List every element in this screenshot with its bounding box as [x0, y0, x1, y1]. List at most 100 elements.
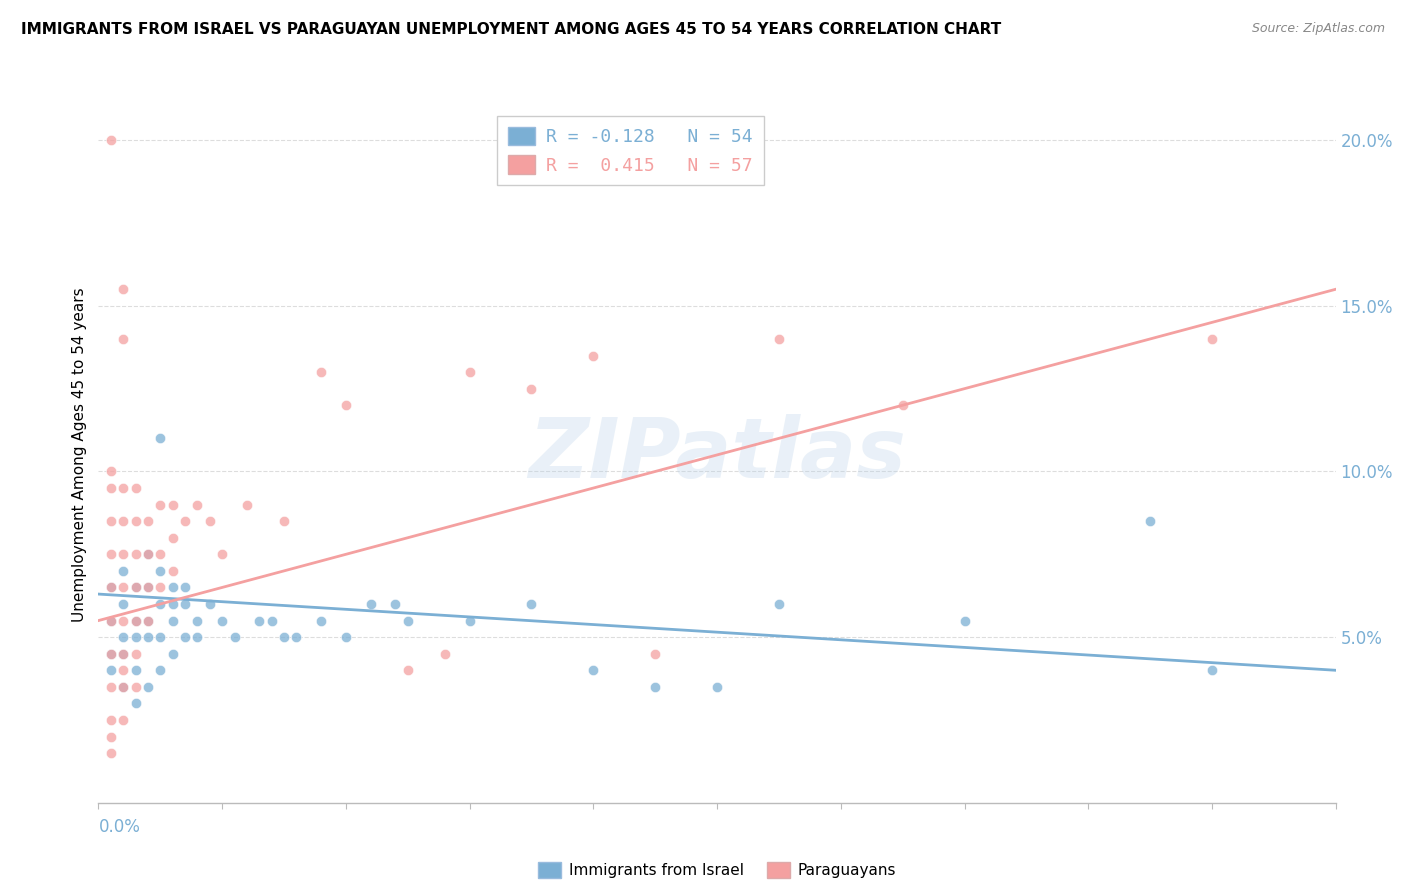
Point: [112, 680, 135, 694]
Point: [520, 597, 543, 611]
Point: [360, 597, 382, 611]
Point: [100, 581, 122, 595]
Point: [100, 581, 122, 595]
Point: [149, 581, 172, 595]
Point: [211, 614, 233, 628]
Point: [124, 614, 146, 628]
Point: [149, 663, 172, 677]
Point: [162, 614, 184, 628]
Point: [149, 597, 172, 611]
Point: [136, 547, 159, 561]
Legend: R = -0.128   N = 54, R =  0.415   N = 57: R = -0.128 N = 54, R = 0.415 N = 57: [498, 116, 763, 186]
Point: [112, 713, 135, 727]
Point: [100, 481, 122, 495]
Point: [112, 597, 135, 611]
Point: [582, 349, 605, 363]
Point: [100, 663, 122, 677]
Point: [768, 597, 790, 611]
Point: [136, 614, 159, 628]
Point: [149, 564, 172, 578]
Point: [124, 581, 146, 595]
Point: [124, 514, 146, 528]
Text: IMMIGRANTS FROM ISRAEL VS PARAGUAYAN UNEMPLOYMENT AMONG AGES 45 TO 54 YEARS CORR: IMMIGRANTS FROM ISRAEL VS PARAGUAYAN UNE…: [21, 22, 1001, 37]
Point: [112, 630, 135, 644]
Point: [100, 647, 122, 661]
Point: [124, 630, 146, 644]
Point: [162, 564, 184, 578]
Point: [112, 647, 135, 661]
Point: [1201, 332, 1223, 346]
Point: [174, 581, 197, 595]
Point: [136, 630, 159, 644]
Point: [174, 597, 197, 611]
Point: [174, 630, 197, 644]
Point: [211, 547, 233, 561]
Point: [186, 630, 208, 644]
Point: [112, 564, 135, 578]
Point: [1201, 663, 1223, 677]
Text: 0.0%: 0.0%: [98, 818, 141, 836]
Point: [124, 647, 146, 661]
Point: [247, 614, 270, 628]
Point: [136, 614, 159, 628]
Point: [149, 498, 172, 512]
Point: [100, 547, 122, 561]
Point: [100, 614, 122, 628]
Point: [149, 431, 172, 445]
Point: [582, 663, 605, 677]
Point: [384, 597, 406, 611]
Point: [112, 663, 135, 677]
Point: [433, 647, 456, 661]
Point: [149, 547, 172, 561]
Point: [396, 614, 419, 628]
Point: [149, 630, 172, 644]
Point: [198, 597, 221, 611]
Point: [162, 581, 184, 595]
Point: [136, 581, 159, 595]
Point: [1139, 514, 1161, 528]
Point: [260, 614, 283, 628]
Point: [112, 332, 135, 346]
Point: [100, 465, 122, 479]
Point: [236, 498, 259, 512]
Point: [162, 597, 184, 611]
Y-axis label: Unemployment Among Ages 45 to 54 years: Unemployment Among Ages 45 to 54 years: [72, 287, 87, 623]
Point: [124, 697, 146, 711]
Point: [335, 398, 357, 412]
Point: [100, 647, 122, 661]
Point: [396, 663, 419, 677]
Point: [112, 547, 135, 561]
Text: Source: ZipAtlas.com: Source: ZipAtlas.com: [1251, 22, 1385, 36]
Point: [186, 498, 208, 512]
Point: [198, 514, 221, 528]
Point: [644, 647, 666, 661]
Point: [112, 680, 135, 694]
Point: [285, 630, 308, 644]
Point: [112, 614, 135, 628]
Text: ZIPatlas: ZIPatlas: [529, 415, 905, 495]
Point: [768, 332, 790, 346]
Point: [136, 514, 159, 528]
Point: [174, 514, 197, 528]
Point: [162, 498, 184, 512]
Point: [309, 365, 332, 379]
Point: [273, 514, 295, 528]
Point: [309, 614, 332, 628]
Point: [136, 547, 159, 561]
Point: [162, 531, 184, 545]
Point: [112, 481, 135, 495]
Point: [100, 730, 122, 744]
Point: [100, 614, 122, 628]
Point: [100, 680, 122, 694]
Point: [124, 547, 146, 561]
Point: [458, 614, 481, 628]
Point: [100, 514, 122, 528]
Point: [100, 713, 122, 727]
Point: [136, 680, 159, 694]
Point: [162, 647, 184, 661]
Point: [124, 663, 146, 677]
Point: [112, 514, 135, 528]
Point: [520, 382, 543, 396]
Point: [124, 581, 146, 595]
Point: [124, 481, 146, 495]
